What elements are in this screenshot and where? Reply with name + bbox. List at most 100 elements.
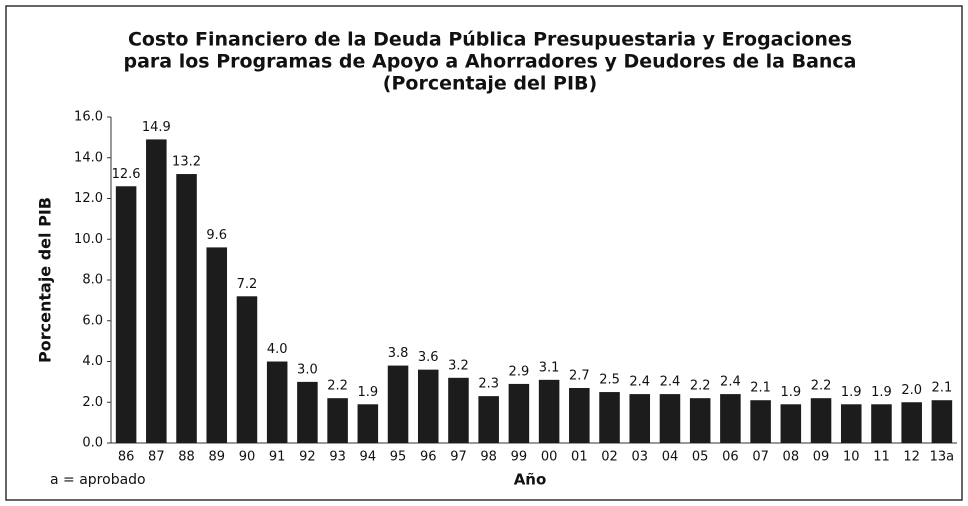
- value-label: 1.9: [357, 385, 378, 400]
- value-label: 12.6: [112, 167, 141, 182]
- bar: [115, 186, 137, 443]
- x-tick-label: 99: [511, 450, 528, 465]
- value-label: 3.6: [418, 350, 439, 365]
- x-tick-label: 11: [873, 450, 890, 465]
- x-tick-label: 98: [480, 450, 497, 465]
- y-axis-label: Porcentaje del PIB: [36, 197, 55, 363]
- value-label: 3.1: [539, 360, 560, 375]
- value-label: 2.0: [901, 383, 922, 398]
- y-tick-label: 10.0: [74, 232, 103, 247]
- bar: [176, 174, 197, 444]
- bar: [206, 247, 228, 443]
- y-tick-label: 16.0: [74, 110, 103, 125]
- x-tick-label: 93: [329, 450, 346, 465]
- bar: [840, 404, 862, 443]
- value-label: 13.2: [172, 155, 201, 170]
- x-tick-label: 08: [783, 450, 800, 465]
- value-label: 2.1: [750, 381, 771, 396]
- y-tick-label: 12.0: [74, 191, 103, 206]
- y-tick-label: 8.0: [82, 273, 103, 288]
- bar: [810, 398, 832, 443]
- value-label: 14.9: [142, 120, 171, 135]
- bar: [478, 396, 499, 443]
- x-tick-label: 09: [813, 450, 830, 465]
- bar: [569, 387, 590, 443]
- chart-title: para los Programas de Apoyo a Ahorradore…: [123, 51, 856, 73]
- note: a = aprobado: [50, 472, 146, 488]
- value-label: 2.4: [629, 375, 650, 390]
- value-label: 1.9: [841, 385, 862, 400]
- bar: [871, 404, 892, 443]
- value-label: 2.7: [569, 368, 590, 383]
- bar: [236, 296, 258, 443]
- x-axis-label: Año: [514, 471, 547, 489]
- bar: [780, 404, 802, 443]
- bar: [266, 361, 288, 443]
- bar: [387, 365, 409, 443]
- value-label: 3.8: [388, 346, 409, 361]
- bar: [720, 394, 741, 443]
- x-tick-label: 87: [148, 450, 165, 465]
- x-tick-label: 00: [541, 450, 558, 465]
- value-label: 2.2: [690, 379, 711, 394]
- y-tick-label: 4.0: [82, 354, 103, 369]
- value-label: 4.0: [267, 342, 288, 357]
- value-label: 2.2: [327, 379, 348, 394]
- x-tick-label: 92: [299, 450, 316, 465]
- value-label: 2.2: [811, 379, 832, 394]
- bar: [659, 394, 681, 443]
- bar: [448, 377, 469, 443]
- bar: [931, 400, 953, 443]
- bar: [599, 392, 620, 443]
- x-tick-label: 06: [722, 450, 739, 465]
- x-tick-label: 94: [360, 450, 377, 465]
- value-label: 2.5: [599, 373, 620, 388]
- bar: [146, 139, 167, 443]
- y-tick-label: 6.0: [82, 313, 103, 328]
- x-tick-label: 89: [208, 450, 225, 465]
- value-label: 1.9: [871, 385, 892, 400]
- value-label: 1.9: [780, 385, 801, 400]
- value-label: 2.4: [660, 375, 681, 390]
- bar: [689, 398, 711, 443]
- value-label: 2.3: [478, 377, 499, 392]
- bar: [629, 394, 651, 443]
- x-tick-label: 03: [631, 450, 648, 465]
- bar: [357, 404, 379, 443]
- bar: [901, 402, 922, 443]
- x-tick-label: 10: [843, 450, 860, 465]
- value-label: 9.6: [206, 228, 227, 243]
- x-tick-label: 95: [390, 450, 407, 465]
- bar: [508, 383, 530, 443]
- x-tick-label: 12: [903, 450, 920, 465]
- y-tick-label: 2.0: [82, 395, 103, 410]
- value-label: 3.2: [448, 358, 469, 373]
- value-label: 2.9: [509, 364, 530, 379]
- bar: [297, 381, 318, 443]
- value-label: 7.2: [237, 277, 258, 292]
- y-tick-label: 14.0: [74, 150, 103, 165]
- x-tick-label: 13a: [930, 450, 955, 465]
- bar: [750, 400, 771, 443]
- frame: [5, 5, 963, 501]
- x-tick-label: 97: [450, 450, 467, 465]
- x-tick-label: 02: [601, 450, 618, 465]
- value-label: 2.4: [720, 375, 741, 390]
- x-tick-label: 90: [239, 450, 256, 465]
- chart-title: Costo Financiero de la Deuda Pública Pre…: [128, 29, 852, 51]
- x-tick-label: 07: [752, 450, 769, 465]
- x-tick-label: 91: [269, 450, 286, 465]
- x-tick-label: 05: [692, 450, 709, 465]
- x-tick-label: 01: [571, 450, 588, 465]
- x-tick-label: 86: [118, 450, 135, 465]
- x-tick-label: 88: [178, 450, 195, 465]
- chart-title: (Porcentaje del PIB): [383, 73, 597, 95]
- value-label: 2.1: [932, 381, 953, 396]
- x-tick-label: 96: [420, 450, 437, 465]
- y-tick-label: 0.0: [82, 436, 103, 451]
- bar: [327, 398, 348, 443]
- x-tick-label: 04: [662, 450, 679, 465]
- bar: [417, 369, 439, 443]
- bar: [538, 379, 560, 443]
